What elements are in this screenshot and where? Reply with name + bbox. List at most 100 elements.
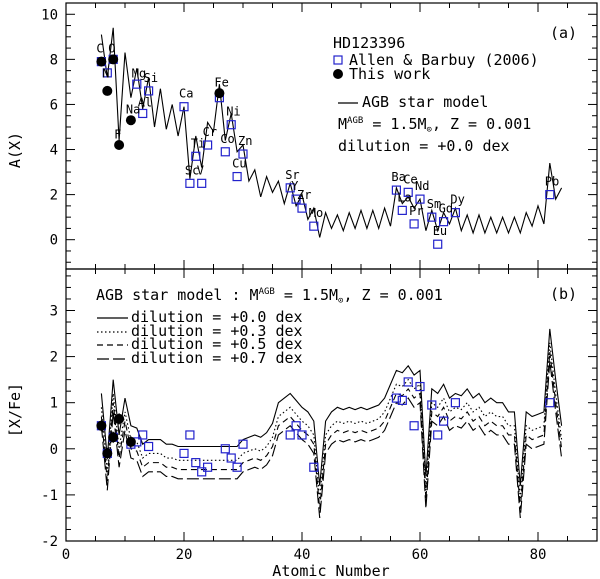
this-work-point-a xyxy=(125,115,136,126)
allen-point-a xyxy=(102,68,112,78)
allen-point-a xyxy=(138,108,148,119)
element-label: Ti xyxy=(191,136,205,150)
allen-point-a xyxy=(397,205,407,215)
this-work-point-b xyxy=(102,448,113,459)
allen-point-a xyxy=(203,140,213,150)
element-label: Gd xyxy=(439,202,453,216)
y-tick-label: 4 xyxy=(50,143,58,159)
element-label: Dy xyxy=(450,193,464,207)
allen-point-a xyxy=(291,194,301,204)
allen-point-b xyxy=(197,467,207,477)
legend-entry-1: dilution = +0.3 dex xyxy=(131,322,303,340)
allen-point-b xyxy=(226,453,236,463)
allen-point-b xyxy=(439,416,449,426)
legend-model-label: AGB star model xyxy=(362,93,488,111)
model-line-dashed xyxy=(100,351,563,509)
panel-b-ticks: -2 -1 0 1 2 3 0 20 40 60 80 xyxy=(41,269,598,563)
element-label: Pr xyxy=(409,204,423,218)
element-label: Sr xyxy=(285,168,299,182)
panel-b: (b) [X/Fe] AGB star model : MAGB = 1.5M⊙… xyxy=(6,285,577,518)
element-label: Pb xyxy=(545,175,559,189)
x-tick-label: 20 xyxy=(176,547,193,563)
y-tick-label: -2 xyxy=(41,534,58,550)
legend-this-work-label: This work xyxy=(349,65,430,83)
x-axis-label: Atomic Number xyxy=(272,562,389,579)
element-label: Mg xyxy=(132,66,146,80)
element-label: F xyxy=(114,127,121,141)
element-label: Nd xyxy=(415,179,429,193)
this-work-point-a xyxy=(102,85,113,96)
allen-point-b xyxy=(232,462,242,472)
y-tick-label: 0 xyxy=(50,442,58,458)
allen-point-b xyxy=(397,395,407,405)
allen-point-b xyxy=(309,462,319,472)
allen-point-b xyxy=(238,439,248,449)
legend-entry-0: dilution = +0.0 dex xyxy=(131,308,303,326)
model-line-a xyxy=(100,27,563,238)
element-label: Na xyxy=(126,102,140,116)
y-tick-label: 10 xyxy=(41,7,58,23)
element-label: C xyxy=(96,42,103,56)
element-label: Co xyxy=(220,132,234,146)
panel-a-ticks: 0 2 4 6 8 10 xyxy=(41,2,598,269)
legend-square-marker xyxy=(333,55,343,65)
allen-point-b xyxy=(220,444,230,454)
this-work-point-b xyxy=(108,432,119,443)
allen-point-b xyxy=(291,421,301,431)
sun-symbol-b: ⊙ xyxy=(338,296,343,306)
legend-b-title: AGB star model : MAGB = 1.5M⊙, Z = 0.001 xyxy=(96,286,443,306)
panel-a: (a) A(X) HD123396 Allen & Barbuy (2006) … xyxy=(6,24,577,249)
allen-point-a xyxy=(433,239,443,249)
allen-point-b xyxy=(427,400,437,410)
allen-point-b xyxy=(415,381,425,392)
y-tick-label: 8 xyxy=(50,52,58,68)
legend-mass-text: MAGB = 1.5M⊙, Z = 0.001 xyxy=(338,115,531,135)
star-name: HD123396 xyxy=(333,34,405,52)
allen-point-b xyxy=(138,430,148,440)
x-tick-label: 60 xyxy=(412,547,429,563)
allen-point-b xyxy=(450,398,460,408)
legend-dilution-label: dilution = +0.0 dex xyxy=(338,137,510,155)
this-work-point-a xyxy=(108,54,119,65)
this-work-point-b xyxy=(96,420,107,431)
element-label: V xyxy=(197,163,204,177)
element-label: Ni xyxy=(226,105,240,119)
allen-point-a xyxy=(179,102,189,112)
element-label: Si xyxy=(144,71,158,85)
allen-point-a xyxy=(226,120,236,130)
allen-point-a xyxy=(545,190,555,200)
y-tick-label: 3 xyxy=(50,303,58,319)
element-label: Sm xyxy=(427,197,441,211)
y-tick-label: 6 xyxy=(50,97,58,113)
allen-point-b xyxy=(391,393,401,403)
element-label: Cu xyxy=(232,157,246,171)
element-label: N xyxy=(102,66,109,80)
this-work-point-a xyxy=(96,56,107,67)
element-label: Zn xyxy=(238,134,252,148)
element-label: Ca xyxy=(179,87,193,101)
this-work-point-b xyxy=(114,413,125,424)
y-tick-label: 0 xyxy=(50,233,58,249)
allen-point-a xyxy=(450,208,460,218)
element-label: Mo xyxy=(309,206,323,220)
allen-point-a xyxy=(297,203,307,213)
this-work-point-a xyxy=(214,88,225,99)
element-label: Zr xyxy=(297,188,311,202)
element-label: La xyxy=(397,190,411,204)
y-tick-label: 2 xyxy=(50,188,58,204)
model-line-solid xyxy=(100,328,563,486)
allen-point-a xyxy=(197,178,207,188)
element-label: O xyxy=(108,42,115,56)
allen-point-b xyxy=(191,458,201,468)
legend-circle-marker xyxy=(333,69,343,79)
element-label: Al xyxy=(138,96,152,110)
allen-point-b xyxy=(285,430,295,440)
allen-point-a xyxy=(285,183,295,193)
panel-a-ylabel: A(X) xyxy=(6,132,24,168)
allen-point-b xyxy=(409,421,419,431)
element-label: Ce xyxy=(403,172,417,186)
allen-point-b xyxy=(297,430,307,440)
panel-b-ylabel: [X/Fe] xyxy=(6,383,24,437)
allen-point-a xyxy=(409,219,419,229)
